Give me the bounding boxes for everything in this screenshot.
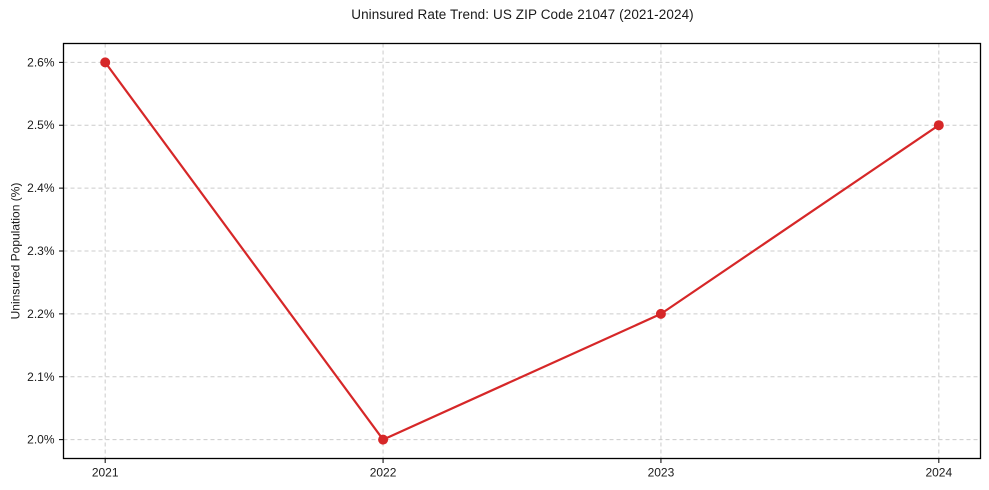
- y-tick-label: 2.5%: [27, 118, 55, 132]
- chart-title: Uninsured Rate Trend: US ZIP Code 21047 …: [351, 7, 694, 22]
- x-tick-label: 2021: [92, 466, 119, 480]
- y-tick-label: 2.4%: [27, 181, 55, 195]
- x-tick-label: 2024: [925, 466, 952, 480]
- y-tick-label: 2.0%: [27, 433, 55, 447]
- y-tick-label: 2.1%: [27, 370, 55, 384]
- y-tick-label: 2.6%: [27, 55, 55, 69]
- trend-line: [104, 61, 940, 441]
- data-point: [933, 120, 944, 131]
- x-tick-label: 2022: [370, 466, 397, 480]
- x-tick-label: 2023: [648, 466, 675, 480]
- data-point: [378, 434, 389, 445]
- y-tick-label: 2.2%: [27, 307, 55, 321]
- y-tick-label: 2.3%: [27, 244, 55, 258]
- data-point: [655, 308, 666, 319]
- data-point: [100, 57, 111, 68]
